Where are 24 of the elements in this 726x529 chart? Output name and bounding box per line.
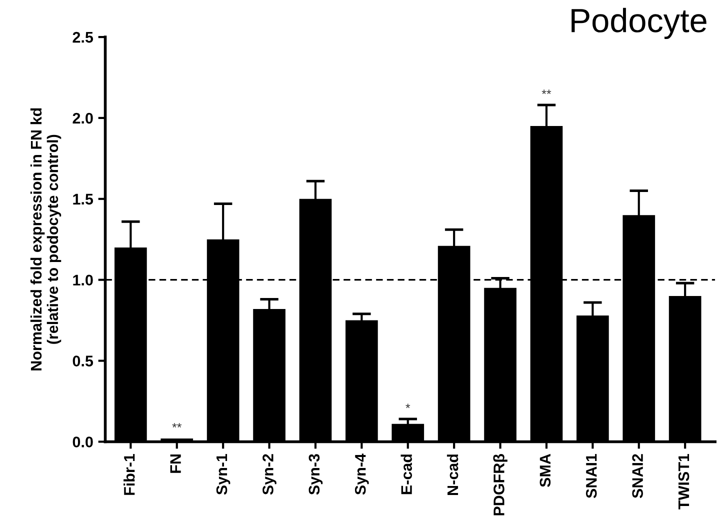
x-tick-label: Syn-2 xyxy=(262,454,276,495)
chart-title: Podocyte xyxy=(572,8,706,40)
x-tick-label: Fibr-1 xyxy=(124,454,135,495)
x-tick-label: SNAI2 xyxy=(632,454,643,498)
y-tick-label: 2.0 xyxy=(72,112,93,124)
x-tick-label: PDGFRβ xyxy=(493,454,508,516)
annotation: * xyxy=(406,404,410,408)
x-tick-label: SMA xyxy=(540,454,551,488)
x-tick-label: Syn-3 xyxy=(308,454,323,495)
x-tick-label: N-cad xyxy=(446,454,458,495)
annotation: ** xyxy=(542,90,552,94)
y-tick-label: 1.5 xyxy=(73,194,94,205)
x-tick-label: TWIST1 xyxy=(678,454,690,510)
y-tick-label: 0.5 xyxy=(72,356,94,366)
y-axis-title: Normalized fold expression in FN kd (relative to podocyte control) xyxy=(30,108,62,370)
x-tick-label: E-cad xyxy=(400,454,412,494)
y-tick-label: 1.0 xyxy=(73,274,93,286)
y-tick-label: 2.5 xyxy=(72,32,94,43)
x-tick-label: Syn-4 xyxy=(354,454,369,495)
x-tick-label: SNAI1 xyxy=(586,454,597,498)
y-tick-label: 0.0 xyxy=(72,436,93,448)
x-tick-label: Syn-1 xyxy=(216,454,230,495)
annotation: ** xyxy=(172,423,182,428)
x-tick-label: FN xyxy=(170,454,181,473)
